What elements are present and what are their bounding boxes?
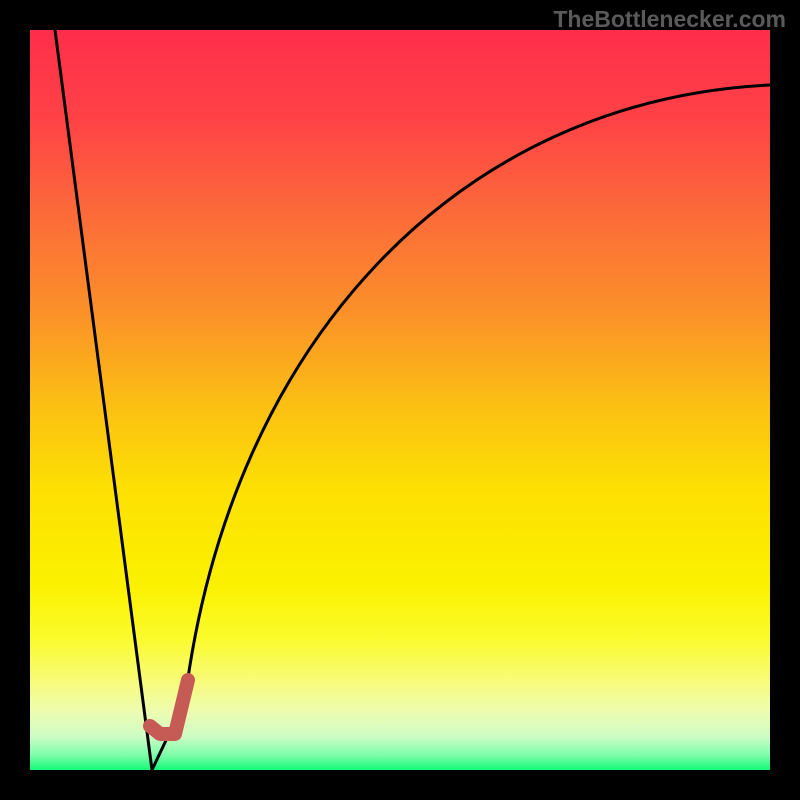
chart-svg <box>0 0 800 800</box>
bottleneck-chart: TheBottlenecker.com <box>0 0 800 800</box>
watermark-text: TheBottlenecker.com <box>553 6 786 33</box>
